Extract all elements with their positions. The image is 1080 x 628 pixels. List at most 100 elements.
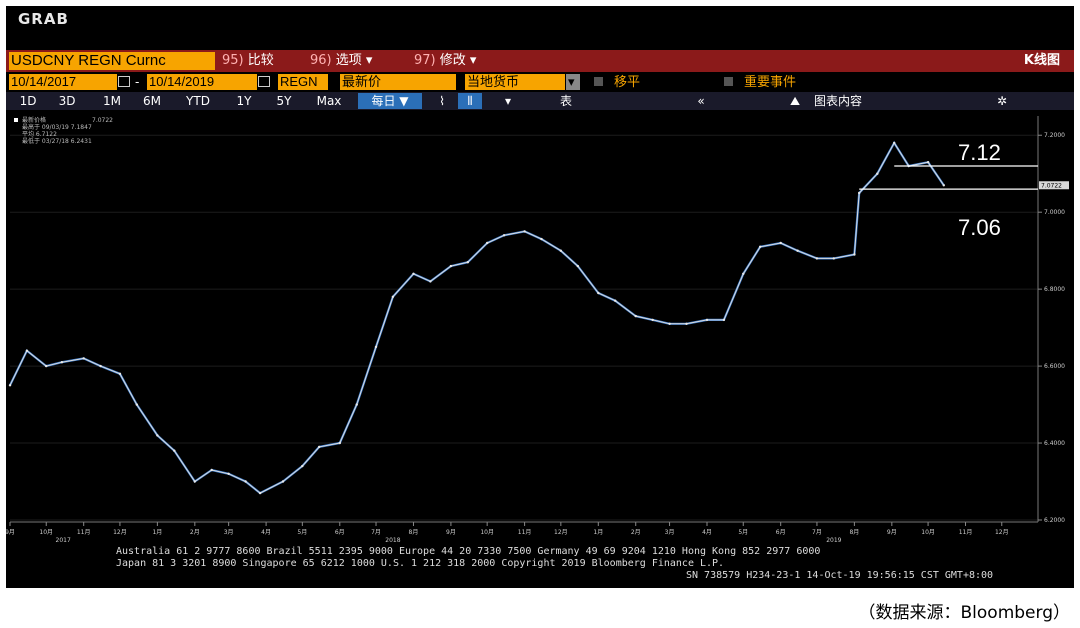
price-point xyxy=(301,464,304,468)
source-field[interactable]: REGN xyxy=(278,74,328,90)
y-tick-label: 6.6000 xyxy=(1044,363,1065,370)
footer-line-2: Japan 81 3 3201 8900 Singapore 65 6212 1… xyxy=(116,558,724,569)
start-date-field[interactable]: 10/14/2017 xyxy=(9,74,117,90)
candlestick-icon[interactable]: ⫴ xyxy=(458,93,482,109)
frequency-select[interactable]: 每日 ▼ xyxy=(358,93,422,109)
x-tick-label: 12月 xyxy=(113,529,127,536)
edit-menu-label: 修改 ▾ xyxy=(439,53,477,68)
footer-contacts: Australia 61 2 9777 8600 Brazil 5511 239… xyxy=(116,546,993,581)
footer-line-3: SN 738579 H234-23-1 14-Oct-19 19:56:15 C… xyxy=(686,570,993,581)
last-price-marker xyxy=(1039,181,1069,190)
chart-style-dropdown-icon[interactable]: ▾ xyxy=(504,94,512,108)
y-tick-label: 7.2000 xyxy=(1044,132,1065,139)
x-tick-label: 12月 xyxy=(554,529,568,536)
price-point xyxy=(227,472,230,475)
chart-content-icon: ⛰ xyxy=(789,94,801,108)
x-tick-label: 3月 xyxy=(665,529,675,536)
chart-legend: 最新价格 最高于 09/03/19 7.1847 平均 6.7122 最低于 0… xyxy=(14,116,113,145)
annotation-upper-label: 7.12 xyxy=(958,140,1001,165)
price-point xyxy=(135,403,138,406)
price-point xyxy=(926,161,930,164)
line-chart-icon[interactable]: ⌇ xyxy=(439,94,445,108)
period-max-button[interactable]: Max xyxy=(316,94,342,108)
options-menu-button[interactable]: 96) 选项 ▾ xyxy=(310,52,372,70)
collapse-icon[interactable]: « xyxy=(697,94,705,108)
command-toolbar: USDCNY REGN Curnc 95) 比较 96) 选项 ▾ 97) 修改… xyxy=(6,50,1074,72)
x-tick-label: 10月 xyxy=(480,529,494,536)
price-point xyxy=(893,141,896,145)
price-point xyxy=(742,272,745,275)
price-point xyxy=(502,234,506,237)
price-point xyxy=(685,322,688,325)
price-point xyxy=(338,441,341,445)
x-tick-label: 11月 xyxy=(77,529,91,536)
legend-row-high: 最高于 09/03/19 7.1847 xyxy=(22,123,92,131)
currency-select[interactable]: 当地货币 xyxy=(465,74,565,90)
footer-line-1: Australia 61 2 9777 8600 Brazil 5511 239… xyxy=(116,546,820,557)
start-calendar-icon[interactable] xyxy=(118,76,130,87)
period-1d-button[interactable]: 1D xyxy=(19,94,37,108)
range-toolbar: 10/14/2017 - 10/14/2019 REGN 最新价 当地货币 ▾ … xyxy=(6,72,1074,92)
price-point xyxy=(412,272,415,275)
x-tick-label: 6月 xyxy=(335,529,345,536)
y-tick-label: 6.4000 xyxy=(1044,440,1065,447)
price-chart[interactable]: 7.2000 7.0000 6.8000 6.6000 6.4000 6.2000 7.07… xyxy=(6,110,1074,588)
period-6m-button[interactable]: 6M xyxy=(143,94,161,108)
edit-menu-button[interactable]: 97) 修改 ▾ xyxy=(414,52,476,70)
period-3d-button[interactable]: 3D xyxy=(58,94,76,108)
compare-menu-button[interactable]: 95) 比较 xyxy=(222,52,274,70)
source-note: （数据来源：Bloomberg） xyxy=(858,603,1070,623)
chart-content-button[interactable]: 图表内容 xyxy=(813,94,862,108)
price-point xyxy=(614,299,617,302)
price-point xyxy=(705,318,709,322)
x-tick-label: 2月 xyxy=(190,529,200,536)
x-year-label: 2018 xyxy=(385,537,400,544)
end-date-field[interactable]: 10/14/2019 xyxy=(147,74,257,90)
price-point xyxy=(942,184,945,187)
price-point xyxy=(374,345,378,349)
price-point xyxy=(391,295,395,298)
price-point xyxy=(796,249,799,252)
moving-average-label: 移平 xyxy=(614,74,641,89)
price-point xyxy=(634,314,637,318)
chart-grid xyxy=(10,134,1038,521)
x-tick-label: 7月 xyxy=(371,529,381,536)
price-field-select[interactable]: 最新价 xyxy=(340,74,456,90)
price-point xyxy=(858,191,861,195)
y-tick-label: 7.0000 xyxy=(1044,209,1065,216)
compare-menu-label: 比较 xyxy=(247,53,274,68)
period-1y-button[interactable]: 1Y xyxy=(236,94,252,108)
price-point xyxy=(258,491,262,495)
moving-average-checkbox[interactable] xyxy=(594,77,603,86)
x-tick-label: 1月 xyxy=(152,529,162,536)
price-point xyxy=(118,372,122,375)
price-point xyxy=(815,257,819,260)
price-point xyxy=(876,172,879,175)
x-tick-label: 6月 xyxy=(776,529,786,536)
date-separator: - xyxy=(135,74,140,89)
legend-row-low: 最低于 03/27/18 6.2431 xyxy=(22,137,92,145)
price-point xyxy=(832,257,835,260)
x-tick-label: 7月 xyxy=(812,529,822,536)
period-ytd-button[interactable]: YTD xyxy=(186,94,210,108)
ticker-input[interactable]: USDCNY REGN Curnc xyxy=(9,52,215,70)
table-button[interactable]: 表 xyxy=(559,94,572,108)
end-calendar-icon[interactable] xyxy=(258,76,270,87)
price-point xyxy=(540,237,543,241)
price-point xyxy=(651,318,654,322)
options-menu-number: 96) xyxy=(310,53,332,68)
events-checkbox[interactable] xyxy=(724,77,733,86)
period-5y-button[interactable]: 5Y xyxy=(276,94,292,108)
last-price-label: 7.0722 xyxy=(1041,182,1062,189)
settings-gear-icon[interactable]: ✲ xyxy=(996,94,1008,108)
period-1m-button[interactable]: 1M xyxy=(103,94,121,108)
price-point xyxy=(449,264,453,268)
x-year-label: 2017 xyxy=(56,537,71,544)
x-tick-label: 11月 xyxy=(518,529,532,536)
price-point xyxy=(853,253,856,256)
legend-swatch xyxy=(14,118,18,122)
price-point xyxy=(173,449,176,452)
window-title: GRAB xyxy=(18,10,69,28)
price-point xyxy=(281,480,285,483)
currency-dropdown-icon[interactable]: ▾ xyxy=(566,74,580,90)
